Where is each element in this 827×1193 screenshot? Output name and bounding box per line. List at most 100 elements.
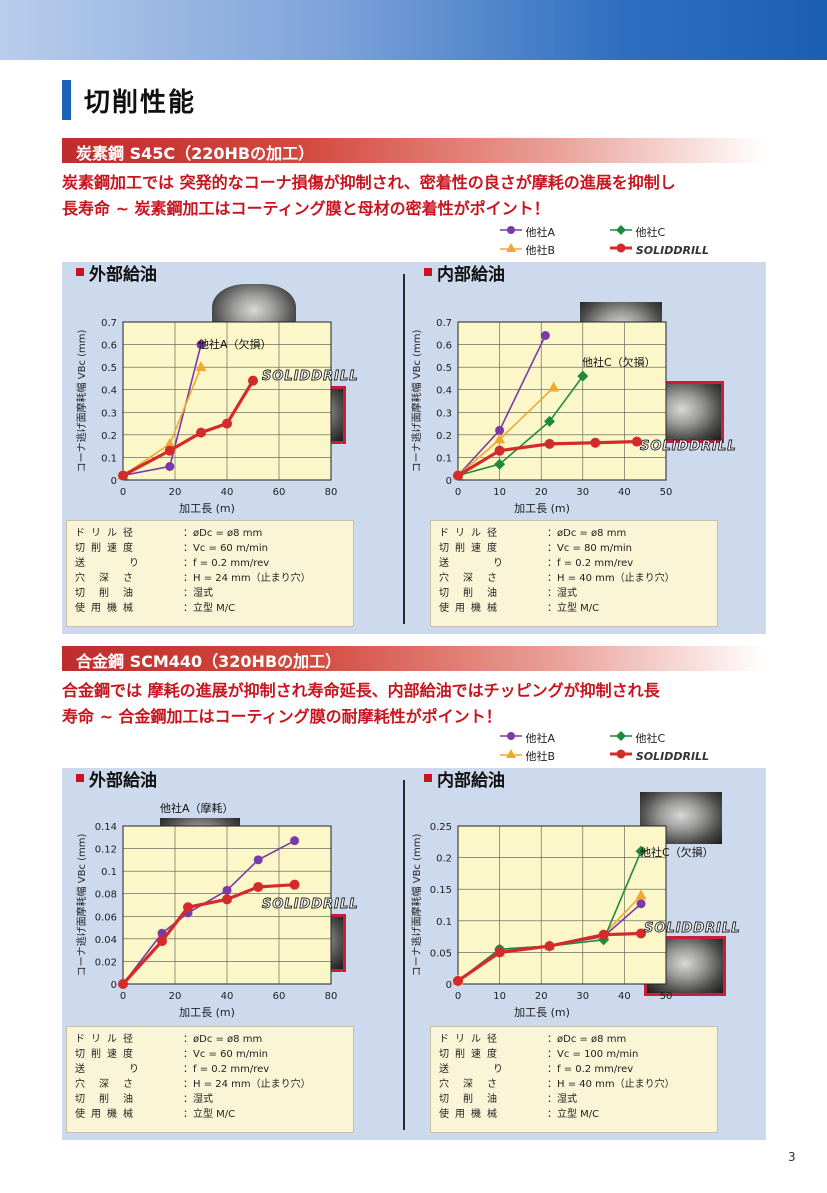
x-tick-label: 30 (576, 487, 589, 498)
y-tick-label: 0.14 (95, 822, 117, 833)
condition-row: 送り ：f = 0.2 mm/rev (439, 1062, 675, 1077)
condition-value: ：立型 M/C (547, 1109, 600, 1120)
x-tick-label: 30 (576, 991, 589, 1002)
data-point-solid (118, 979, 128, 989)
condition-row: 切削油 ：湿式 (75, 586, 311, 601)
condition-row: 使用機械 ：立型 M/C (75, 1107, 311, 1122)
conditions-table: ドリル径 ：øDc = ø8 mm 切削速度 ：Vc = 100 m/min 送り ：f … (439, 1032, 675, 1122)
condition-key: 切削油 (439, 588, 511, 599)
data-point-c (635, 845, 647, 857)
conditions-box: ドリル径 ：øDc = ø8 mm 切削速度 ：Vc = 60 m/min 送り ：f =… (66, 1026, 354, 1133)
data-point-solid (636, 928, 647, 939)
condition-row: 切削速度 ：Vc = 80 m/min (439, 541, 675, 556)
y-tick-label: 0.1 (436, 453, 452, 464)
data-point-solid (544, 438, 555, 449)
y-tick-label: 0 (446, 980, 452, 991)
legend-item-solid: SOLIDDRILL (610, 242, 709, 257)
condition-value: ：H = 24 mm（止まり穴） (183, 573, 311, 584)
legend-marker-icon (500, 226, 522, 234)
x-tick-label: 80 (325, 487, 338, 498)
y-tick-label: 0.7 (101, 318, 117, 329)
panel-divider (403, 780, 405, 1130)
condition-value: ：湿式 (547, 1094, 577, 1105)
chart-annotation: 他社A（欠損） (198, 337, 272, 351)
y-tick-label: 0.15 (430, 885, 452, 896)
condition-key: ドリル径 (439, 528, 503, 539)
solid-drill-brand-label: SOLIDDRILL (644, 921, 741, 936)
y-tick-label: 0.7 (436, 318, 452, 329)
condition-key: 穴深さ (439, 573, 511, 584)
condition-row: 穴深さ ：H = 24 mm（止まり穴） (75, 571, 311, 586)
y-tick-label: 0 (111, 476, 117, 487)
conditions-table: ドリル径 ：øDc = ø8 mm 切削速度 ：Vc = 60 m/min 送り ：f =… (75, 526, 311, 616)
y-axis-label: コーナ逃げ面摩耗幅 VBc (mm) (410, 833, 423, 976)
data-point-solid (248, 375, 258, 386)
condition-key: 送り (75, 558, 183, 569)
chart-annotation: 他社C（欠損） (640, 845, 714, 859)
conditions-box: ドリル径 ：øDc = ø8 mm 切削速度 ：Vc = 80 m/min 送り ：f =… (430, 520, 718, 627)
x-axis-label: 加工長 (m) (179, 1006, 235, 1019)
y-axis-label: コーナ逃げ面摩耗幅 VBc (mm) (75, 329, 88, 472)
y-tick-label: 0.2 (436, 431, 452, 442)
x-tick-label: 20 (169, 487, 182, 498)
condition-key: 切削油 (439, 1094, 511, 1105)
condition-row: 切削速度 ：Vc = 60 m/min (75, 1047, 311, 1062)
condition-row: ドリル径 ：øDc = ø8 mm (75, 526, 311, 541)
data-point-solid (118, 470, 128, 481)
legend-marker-icon (610, 225, 632, 235)
data-point-solid (157, 936, 167, 947)
data-point-a (290, 836, 300, 846)
x-tick-label: 0 (455, 991, 461, 1002)
condition-value: ：立型 M/C (547, 603, 600, 614)
data-point-a (196, 340, 206, 350)
y-tick-label: 0 (446, 476, 452, 487)
condition-row: 送り ：f = 0.2 mm/rev (75, 1062, 311, 1077)
x-tick-label: 0 (455, 487, 461, 498)
legend-item-a: 他社A (500, 224, 555, 240)
y-tick-label: 0.08 (95, 890, 117, 901)
y-axis-label: コーナ逃げ面摩耗幅 VBc (mm) (75, 833, 88, 976)
condition-row: 切削速度 ：Vc = 100 m/min (439, 1047, 675, 1062)
data-point-a (157, 928, 167, 938)
condition-key: 送り (75, 1064, 183, 1075)
condition-key: ドリル径 (75, 528, 139, 539)
condition-key: 切削油 (75, 588, 147, 599)
condition-value: ：H = 40 mm（止まり穴） (547, 573, 675, 584)
condition-key: 切削速度 (75, 1049, 139, 1060)
data-point-solid (598, 929, 609, 940)
chart-heading: 内部給油 (437, 264, 505, 285)
condition-row: 切削油 ：湿式 (439, 1092, 675, 1107)
condition-value: ：湿式 (183, 588, 213, 599)
condition-row: 送り ：f = 0.2 mm/rev (439, 556, 675, 571)
condition-row: 使用機械 ：立型 M/C (439, 1107, 675, 1122)
legend-item-a: 他社A (500, 730, 555, 746)
data-point-a (222, 885, 232, 895)
y-tick-label: 0.2 (436, 854, 452, 865)
condition-key: 穴深さ (75, 573, 147, 584)
legend-item-b: 他社B (500, 242, 555, 258)
title-accent-bar (62, 80, 71, 120)
x-tick-label: 0 (120, 991, 126, 1002)
page-number: 3 (788, 1150, 796, 1164)
condition-value: ：湿式 (183, 1094, 213, 1105)
condition-value: ：øDc = ø8 mm (547, 528, 627, 539)
x-tick-label: 40 (618, 991, 631, 1002)
data-point-solid (222, 418, 232, 429)
condition-key: 送り (439, 558, 547, 569)
data-point-solid (253, 881, 264, 892)
data-point-a (495, 425, 505, 435)
condition-key: 使用機械 (75, 603, 139, 614)
condition-key: 切削速度 (439, 1049, 503, 1060)
y-tick-label: 0.2 (101, 431, 117, 442)
data-point-solid (183, 902, 193, 913)
data-point-solid (222, 894, 232, 905)
y-axis-label: コーナ逃げ面摩耗幅 VBc (mm) (410, 329, 423, 472)
lead-line: 寿命 ~ 合金鋼加工はコーティング膜の耐摩耗性がポイント！ (62, 707, 502, 726)
y-tick-label: 0 (111, 980, 117, 991)
condition-key: 使用機械 (439, 1109, 503, 1120)
y-tick-label: 0.3 (101, 408, 117, 419)
section-band-label: 炭素鋼 S45C（220HBの加工） (76, 144, 315, 163)
data-point-c (544, 415, 556, 427)
condition-row: ドリル径 ：øDc = ø8 mm (75, 1032, 311, 1047)
legend-item-solid: SOLIDDRILL (610, 748, 709, 763)
